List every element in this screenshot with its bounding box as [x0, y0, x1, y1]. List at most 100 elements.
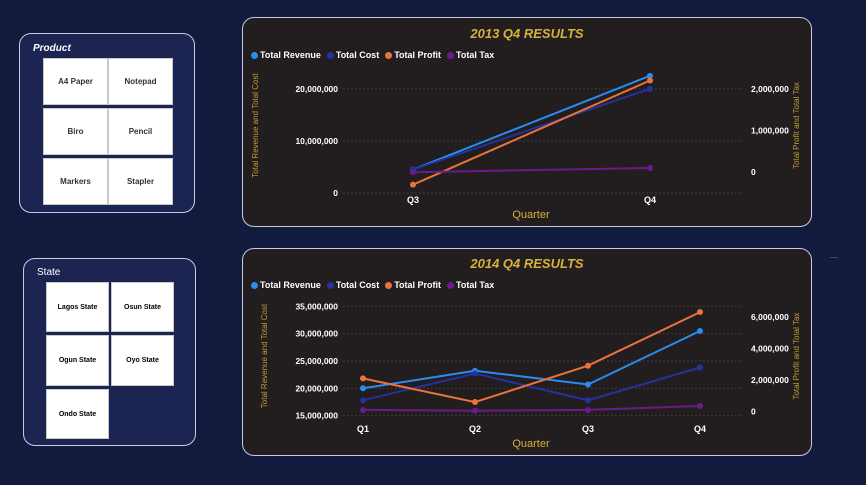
data-point-total-tax	[585, 406, 591, 413]
y-axis-title-right: Total Profit and Total Tax	[792, 313, 801, 400]
data-point-total-profit	[585, 362, 591, 369]
data-point-total-revenue	[585, 381, 591, 388]
chart-plot-area: 0 10,000,000 20,000,000 0 1,000,000 2,000,000…	[251, 72, 801, 221]
data-point-total-tax	[410, 169, 416, 176]
data-point-total-revenue	[647, 72, 653, 79]
chart-title: 2013 Q4 RESULTS	[470, 26, 584, 41]
y-tick-label-right: 2,000,000	[751, 84, 789, 94]
y-tick-label-left: 0	[333, 188, 338, 198]
chart-legend: Total Revenue Total Cost Total Profit To…	[251, 50, 494, 60]
legend-label: Total Profit	[394, 50, 442, 60]
legend-dot-profit	[385, 281, 393, 289]
legend-dot-revenue	[251, 281, 258, 289]
chart-title: 2014 Q4 RESULTS	[470, 256, 584, 271]
legend-item-cost: Total Cost	[326, 280, 380, 290]
x-axis-title: Quarter	[512, 438, 550, 450]
legend-dot-revenue	[251, 51, 258, 59]
legend-label: Total Cost	[335, 280, 380, 290]
y-tick-label-right: 4,000,000	[751, 343, 789, 353]
state-tile-lagos[interactable]: Lagos State	[46, 282, 109, 332]
series-line-total-tax	[362, 405, 701, 412]
series-line-total-revenue	[362, 330, 701, 390]
y-axis-title-right: Total Profit and Total Tax	[792, 82, 801, 169]
data-point-total-profit	[360, 375, 366, 382]
legend-label: Total Profit	[394, 280, 442, 290]
y-tick-label-right: 1,000,000	[751, 126, 789, 136]
data-point-total-tax	[647, 165, 653, 171]
data-point-total-profit	[472, 399, 478, 406]
legend-dot-tax	[447, 51, 455, 59]
series-line-total-profit	[362, 311, 701, 404]
data-point-total-profit	[410, 181, 416, 188]
y-tick-label-left: 35,000,000	[295, 301, 338, 311]
legend-item-tax: Total Tax	[447, 50, 494, 60]
y-axis-title-left: Total Revenue and Total Cost	[251, 73, 260, 178]
y-tick-label-left: 25,000,000	[295, 356, 338, 366]
product-slicer: Product A4 Paper Notepad Biro Pencil Mar…	[19, 33, 195, 213]
chart-legend: Total Revenue Total Cost Total Profit To…	[251, 280, 494, 290]
data-point-total-tax	[697, 403, 703, 409]
legend-label: Total Cost	[335, 50, 380, 60]
x-tick-label: Q4	[644, 195, 656, 205]
product-tile-notepad[interactable]: Notepad	[108, 58, 173, 105]
x-tick-label: Q4	[694, 424, 706, 434]
series-line-total-cost	[362, 366, 701, 402]
legend-label: Total Revenue	[260, 280, 321, 290]
y-axis-title-left: Total Revenue and Total Cost	[260, 303, 269, 408]
data-point-total-cost	[647, 85, 653, 92]
data-point-total-profit	[647, 77, 653, 84]
legend-item-profit: Total Profit	[385, 280, 441, 290]
state-slicer-title: State	[37, 267, 61, 278]
legend-item-cost: Total Cost	[326, 50, 380, 60]
legend-item-profit: Total Profit	[385, 50, 441, 60]
x-tick-label: Q2	[469, 424, 481, 434]
x-axis-title: Quarter	[512, 209, 550, 221]
chart-2014-q4: 2014 Q4 RESULTS Total Revenue Total Cost…	[242, 248, 812, 456]
y-tick-label-right: 6,000,000	[751, 312, 789, 322]
legend-label: Total Tax	[456, 280, 495, 290]
data-point-total-cost	[585, 397, 591, 404]
series-line-total-cost	[412, 87, 651, 171]
legend-label: Total Revenue	[260, 50, 321, 60]
chart-2013-q4: 2013 Q4 RESULTS Total Revenue Total Cost…	[242, 17, 812, 227]
legend-dot-cost	[326, 51, 334, 59]
x-tick-label: Q1	[357, 424, 369, 434]
product-slicer-title: Product	[33, 43, 71, 54]
data-point-total-revenue	[360, 385, 366, 392]
y-tick-label-left: 30,000,000	[295, 329, 338, 339]
chart-plot-area: 15,000,000 20,000,000 25,000,000 30,000,000…	[260, 301, 801, 450]
data-point-total-cost	[360, 397, 366, 404]
data-point-total-cost	[697, 364, 703, 371]
data-point-total-revenue	[697, 328, 703, 334]
product-tile-a4-paper[interactable]: A4 Paper	[43, 58, 108, 105]
y-tick-label-left: 15,000,000	[295, 411, 338, 421]
state-slicer: State Lagos State Osun State Ogun State …	[23, 258, 196, 446]
state-tile-osun[interactable]: Osun State	[111, 282, 174, 332]
state-tile-ondo[interactable]: Ondo State	[46, 389, 109, 439]
product-tile-stapler[interactable]: Stapler	[108, 158, 173, 205]
legend-item-revenue: Total Revenue	[251, 280, 321, 290]
legend-item-revenue: Total Revenue	[251, 50, 321, 60]
y-tick-label-right: 2,000,000	[751, 375, 789, 385]
collapse-indicator	[830, 257, 838, 258]
series-line-total-tax	[412, 167, 651, 174]
state-tile-oyo[interactable]: Oyo State	[111, 335, 174, 386]
state-tile-ogun[interactable]: Ogun State	[46, 335, 109, 386]
y-tick-label-right: 0	[751, 407, 756, 417]
product-tile-biro[interactable]: Biro	[43, 108, 108, 155]
legend-dot-cost	[326, 281, 334, 289]
data-point-total-profit	[697, 309, 703, 316]
data-point-total-tax	[360, 406, 366, 413]
product-tile-markers[interactable]: Markers	[43, 158, 108, 205]
data-point-total-cost	[472, 370, 478, 377]
y-tick-label-left: 20,000,000	[295, 84, 338, 94]
y-tick-label-left: 10,000,000	[295, 136, 338, 146]
product-tile-pencil[interactable]: Pencil	[108, 108, 173, 155]
data-point-total-tax	[472, 407, 478, 414]
y-tick-label-right: 0	[751, 167, 756, 177]
legend-label: Total Tax	[456, 50, 495, 60]
legend-item-tax: Total Tax	[447, 280, 494, 290]
series-line-total-profit	[412, 79, 651, 186]
x-tick-label: Q3	[582, 424, 594, 434]
series-line-total-revenue	[412, 74, 651, 171]
